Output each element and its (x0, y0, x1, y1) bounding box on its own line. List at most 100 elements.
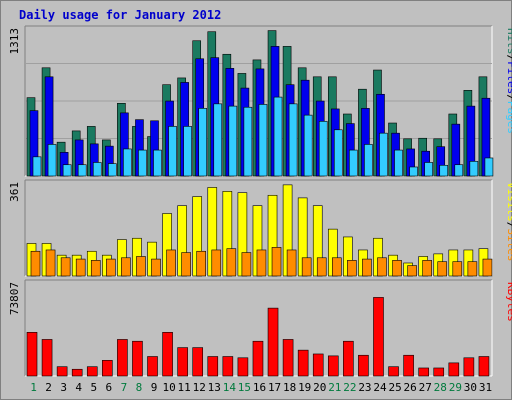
x-tick-label: 13 (208, 381, 221, 394)
legend-entry: / (505, 222, 512, 229)
bar-pages-day-30 (469, 161, 479, 177)
bar-pages-day-4 (77, 164, 87, 177)
bar-kbytes-day-26 (403, 354, 414, 377)
bar-pages-day-1 (32, 156, 42, 177)
bar-kbytes-day-2 (41, 339, 53, 377)
bar-pages-day-9 (153, 149, 162, 177)
x-tick-label: 31 (479, 381, 492, 394)
x-tick-label: 20 (313, 381, 326, 394)
bar-sites-day-27 (422, 260, 432, 277)
chart-panels: 1313Hits/Files/Pages361Visits/Sites73807… (8, 25, 512, 377)
bar-pages-day-14 (228, 105, 238, 177)
bar-sites-day-25 (392, 260, 402, 277)
x-tick-label: 24 (373, 381, 387, 394)
x-tick-label: 25 (388, 381, 401, 394)
bar-kbytes-day-29 (448, 362, 460, 377)
x-tick-label: 16 (253, 381, 266, 394)
bar-sites-day-3 (60, 257, 71, 277)
x-tick-label: 11 (178, 381, 191, 394)
bar-kbytes-day-13 (207, 356, 219, 377)
bar-sites-day-12 (196, 250, 207, 277)
x-tick-label: 7 (121, 381, 128, 394)
bar-kbytes-day-28 (433, 367, 445, 377)
bar-pages-day-19 (303, 114, 313, 177)
legend-entry: Files (505, 61, 512, 94)
bar-pages-day-26 (409, 166, 418, 177)
legend-entry: / (505, 94, 512, 101)
bar-kbytes-day-12 (192, 347, 204, 377)
bar-pages-day-18 (288, 103, 298, 177)
bar-kbytes-day-3 (56, 366, 68, 377)
bar-sites-day-8 (136, 256, 146, 277)
y-axis-max-label: 73807 (8, 282, 21, 315)
bar-sites-day-21 (331, 257, 342, 277)
bar-sites-day-4 (75, 258, 86, 277)
bar-pages-day-31 (484, 157, 494, 177)
bar-sites-day-20 (316, 257, 327, 277)
legend-entry: Visits (505, 182, 512, 222)
bar-sites-day-1 (30, 250, 41, 277)
x-tick-label: 27 (419, 381, 432, 394)
legend-entry: KBytes (505, 282, 512, 322)
x-tick-label: 8 (136, 381, 143, 394)
x-tick-label: 26 (404, 381, 417, 394)
y-axis-max-label: 361 (8, 182, 21, 202)
panel-kbytes: 73807 KBytes (8, 279, 512, 377)
bar-sites-day-17 (271, 247, 282, 277)
legend-entry: / (505, 55, 512, 62)
legend: Visits/Sites (505, 182, 512, 262)
bar-pages-day-20 (318, 121, 328, 177)
bar-pages-day-17 (273, 96, 283, 177)
bar-pages-day-11 (183, 126, 192, 177)
x-tick-label: 21 (328, 381, 341, 394)
chart-title: Daily usage for January 2012 (19, 8, 221, 22)
bar-sites-day-11 (181, 252, 191, 277)
bar-kbytes-day-14 (222, 356, 234, 377)
bar-kbytes-day-19 (297, 349, 309, 377)
x-tick-label: 12 (193, 381, 206, 394)
x-tick-label: 28 (434, 381, 447, 394)
x-tick-label: 15 (238, 381, 251, 394)
bar-pages-day-5 (92, 162, 102, 177)
x-tick-label: 23 (358, 381, 371, 394)
x-tick-label: 9 (151, 381, 158, 394)
x-tick-label: 19 (298, 381, 311, 394)
bar-sites-day-6 (106, 258, 116, 277)
bar-pages-day-8 (138, 149, 147, 177)
bar-sites-day-2 (45, 249, 56, 277)
bar-kbytes-day-23 (358, 354, 369, 377)
bar-kbytes-day-21 (327, 355, 339, 377)
x-tick-label: 17 (268, 381, 281, 394)
bar-sites-day-18 (286, 249, 297, 277)
bar-sites-day-22 (347, 260, 357, 277)
x-tick-label: 29 (449, 381, 462, 394)
bar-pages-day-23 (364, 144, 373, 177)
x-tick-label: 5 (90, 381, 97, 394)
legend-entry: Pages (505, 101, 512, 134)
bar-pages-day-24 (379, 132, 388, 177)
x-axis-labels: 1 2 3 4 5 6 7 8 9 10 11 12 13 14 15 16 17 18 19 20 21 22 23 24 2… (30, 381, 492, 394)
bar-pages-day-13 (213, 103, 223, 177)
bar-sites-day-26 (407, 265, 417, 277)
bar-sites-day-23 (362, 258, 372, 277)
bar-sites-day-10 (166, 249, 176, 277)
bar-kbytes-day-8 (132, 340, 143, 377)
bar-kbytes-day-9 (147, 356, 158, 377)
legend: KBytes (505, 282, 512, 322)
x-tick-label: 3 (60, 381, 67, 394)
bar-pages-day-16 (258, 104, 268, 177)
x-tick-label: 10 (162, 381, 175, 394)
x-tick-label: 30 (464, 381, 477, 394)
bar-kbytes-day-17 (267, 307, 279, 377)
panel-visits-sites: 361 Visits/Sites (8, 179, 512, 277)
bar-pages-day-2 (47, 144, 57, 177)
bar-sites-day-19 (301, 257, 312, 277)
x-tick-label: 6 (106, 381, 113, 394)
x-tick-label: 1 (30, 381, 37, 394)
y-axis-max-label: 1313 (8, 28, 21, 55)
bar-sites-day-28 (437, 261, 448, 277)
bar-kbytes-day-31 (478, 356, 490, 377)
bar-pages-day-21 (333, 129, 343, 177)
